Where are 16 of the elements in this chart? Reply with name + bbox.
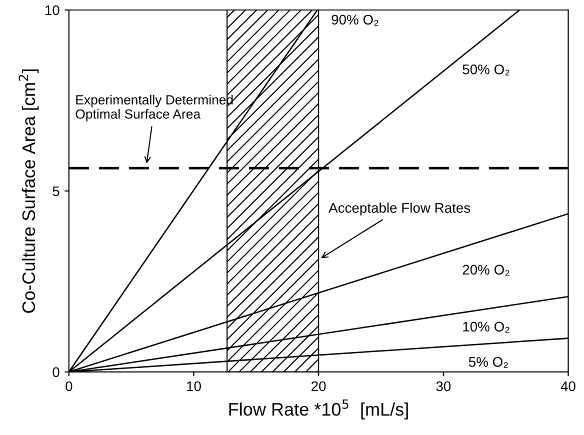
x-tick-label: 0 [66,381,72,392]
x-axis-title: Flow Rate *10$^{5}$ [mL/s] [229,399,408,420]
series-label: 5% O₂ [468,356,508,368]
series-label: 10% O₂ [463,322,510,333]
band-label: Acceptable Flow Rates [328,202,470,216]
x-tick-label: 10 [187,381,201,392]
y-tick-label: 10 [45,5,60,16]
series-label: 50% O₂ [462,64,510,76]
y-tick-label: 5 [52,186,60,196]
x-tick-label: 40 [560,381,576,392]
x-tick-label: 30 [436,381,451,392]
series-label: 90% O₂ [332,14,378,26]
series-label: 20% O₂ [462,264,510,276]
x-tick-label: 20 [312,381,326,392]
y-tick-label: 0 [52,367,60,378]
y-axis-title: Co-Culture Surface Area [cm$^{2}$] [18,70,39,313]
